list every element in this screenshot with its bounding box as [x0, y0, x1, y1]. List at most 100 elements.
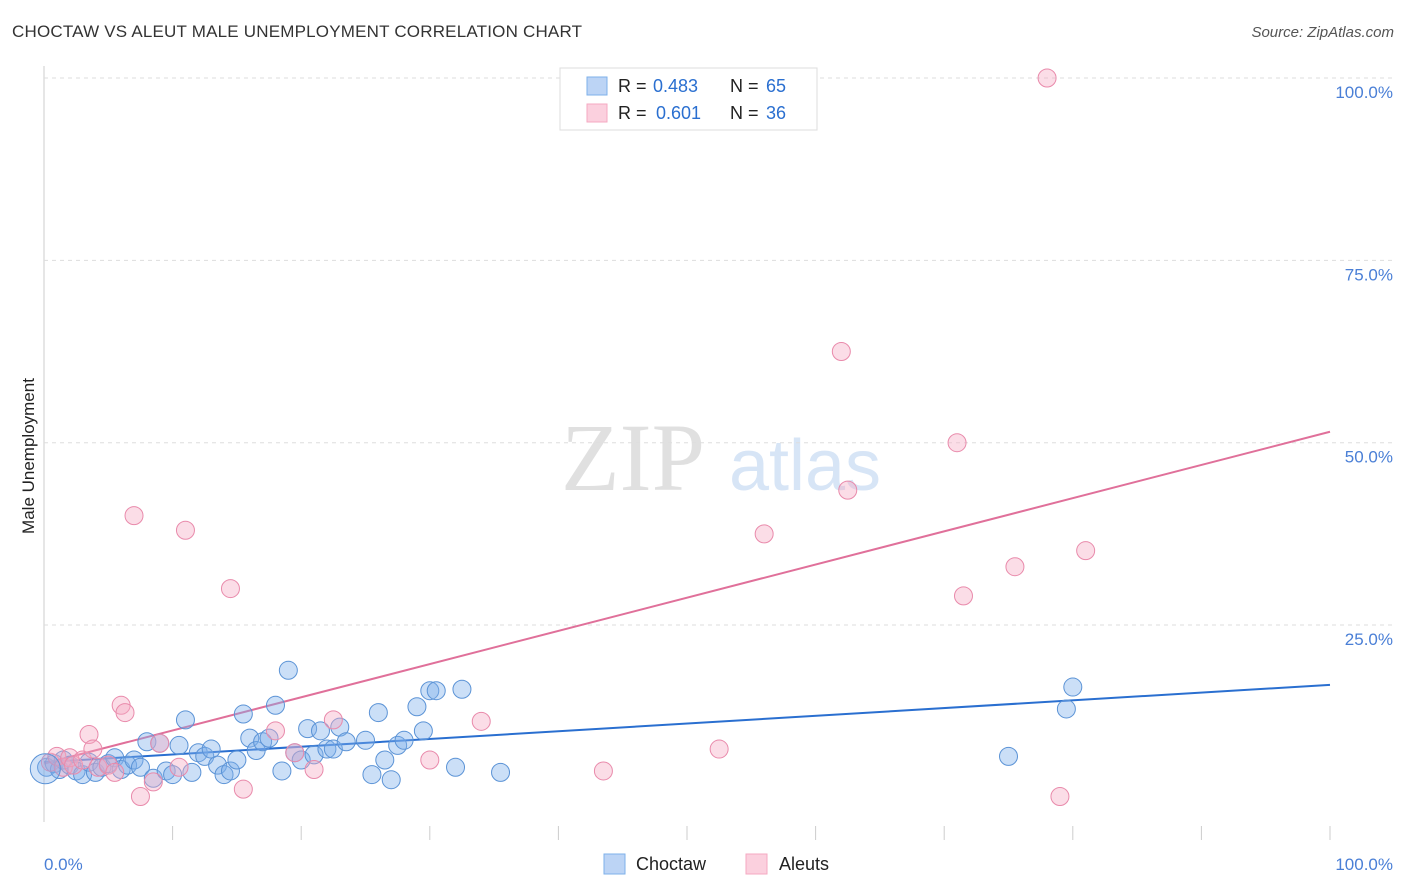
point-aleuts — [953, 586, 973, 606]
point-choctaw — [29, 753, 61, 785]
watermark-atlas: atlas — [729, 426, 881, 506]
point-choctaw — [240, 728, 260, 748]
point-aleuts — [169, 757, 189, 777]
point-aleuts — [1050, 786, 1070, 806]
trend-line-aleuts — [43, 430, 1331, 765]
point-choctaw — [130, 757, 150, 777]
y-tick-label: 25.0% — [1345, 630, 1393, 649]
point-choctaw — [156, 761, 176, 781]
point-aleuts — [285, 743, 305, 763]
legend-swatch-choctaw — [603, 853, 626, 875]
point-aleuts — [754, 524, 774, 544]
stats-n-value-choctaw: 65 — [766, 76, 786, 96]
point-choctaw — [362, 765, 382, 785]
point-choctaw — [188, 743, 208, 763]
point-choctaw — [336, 732, 356, 752]
stats-n-value-aleuts: 36 — [766, 103, 786, 123]
point-choctaw — [452, 679, 472, 699]
point-aleuts — [947, 433, 967, 453]
x-axis-ticks — [172, 826, 1331, 840]
point-choctaw — [278, 660, 298, 680]
point-aleuts — [1037, 68, 1057, 88]
point-choctaw — [291, 750, 311, 770]
point-choctaw — [220, 761, 240, 781]
point-aleuts — [471, 711, 491, 731]
point-choctaw — [368, 703, 388, 723]
point-choctaw — [381, 770, 401, 790]
point-choctaw — [259, 728, 279, 748]
point-aleuts — [115, 703, 135, 723]
point-aleuts — [323, 710, 343, 730]
y-tick-label: 75.0% — [1345, 265, 1393, 284]
chart-title: CHOCTAW VS ALEUT MALE UNEMPLOYMENT CORRE… — [12, 22, 583, 41]
point-choctaw — [420, 681, 440, 701]
point-choctaw — [169, 735, 189, 755]
point-choctaw — [182, 762, 202, 782]
watermark-zip: ZIP — [561, 404, 705, 511]
gridlines — [44, 77, 1393, 626]
point-choctaw — [388, 735, 408, 755]
point-aleuts — [150, 733, 170, 753]
point-choctaw — [1056, 699, 1076, 719]
stats-r-value-choctaw: 0.483 — [653, 76, 698, 96]
point-aleuts — [79, 724, 99, 744]
x-tick-label-max: 100.0% — [1335, 855, 1393, 874]
point-choctaw — [163, 765, 183, 785]
point-choctaw — [175, 710, 195, 730]
point-aleuts — [420, 750, 440, 770]
point-aleuts — [98, 755, 118, 775]
point-aleuts — [105, 762, 125, 782]
stats-swatch-aleuts — [586, 103, 608, 123]
point-aleuts — [838, 480, 858, 500]
point-aleuts — [220, 579, 240, 599]
point-aleuts — [831, 342, 851, 362]
point-aleuts — [304, 759, 324, 779]
stats-r-label-aleuts: R = — [618, 103, 647, 123]
point-choctaw — [394, 730, 414, 750]
watermark: ZIP atlas — [561, 404, 881, 511]
point-aleuts — [130, 786, 150, 806]
point-aleuts — [175, 520, 195, 540]
y-tick-labels: 25.0% 50.0% 75.0% 100.0% — [1335, 83, 1393, 649]
point-choctaw — [491, 762, 511, 782]
point-aleuts — [1005, 557, 1025, 577]
point-aleuts — [124, 506, 144, 526]
source-credit: Source: ZipAtlas.com — [1251, 24, 1394, 41]
point-choctaw — [214, 765, 234, 785]
point-aleuts — [83, 739, 103, 759]
point-choctaw — [227, 750, 247, 770]
stats-box: R = 0.483 N = 65 R = 0.601 N = 36 — [559, 67, 818, 131]
stats-n-label-aleuts: N = — [730, 103, 759, 123]
legend: Choctaw Aleuts — [603, 853, 829, 875]
point-aleuts — [233, 779, 253, 799]
point-choctaw — [413, 721, 433, 741]
y-axis-label: Male Unemployment — [19, 378, 38, 534]
point-choctaw — [201, 739, 221, 759]
point-choctaw — [426, 681, 446, 701]
point-choctaw — [253, 732, 273, 752]
point-aleuts — [709, 739, 729, 759]
point-choctaw — [375, 750, 395, 770]
stats-r-label-choctaw: R = — [618, 76, 647, 96]
point-choctaw — [208, 755, 228, 775]
stats-n-label-choctaw: N = — [730, 76, 759, 96]
point-choctaw — [1063, 677, 1083, 697]
data-points — [29, 68, 1096, 806]
point-choctaw — [265, 695, 285, 715]
point-choctaw — [999, 746, 1018, 766]
point-choctaw — [272, 761, 292, 781]
point-choctaw — [233, 704, 253, 724]
point-choctaw — [356, 730, 375, 750]
legend-swatch-aleuts — [745, 853, 768, 875]
legend-label-aleuts: Aleuts — [779, 854, 829, 874]
point-choctaw — [124, 750, 144, 770]
point-aleuts — [64, 755, 84, 775]
point-choctaw — [310, 721, 330, 741]
stats-r-value-aleuts: 0.601 — [656, 103, 701, 123]
stats-swatch-choctaw — [586, 76, 608, 96]
point-choctaw — [317, 739, 337, 759]
point-aleuts — [593, 761, 613, 781]
point-choctaw — [304, 745, 324, 765]
x-tick-label-min: 0.0% — [44, 855, 83, 874]
